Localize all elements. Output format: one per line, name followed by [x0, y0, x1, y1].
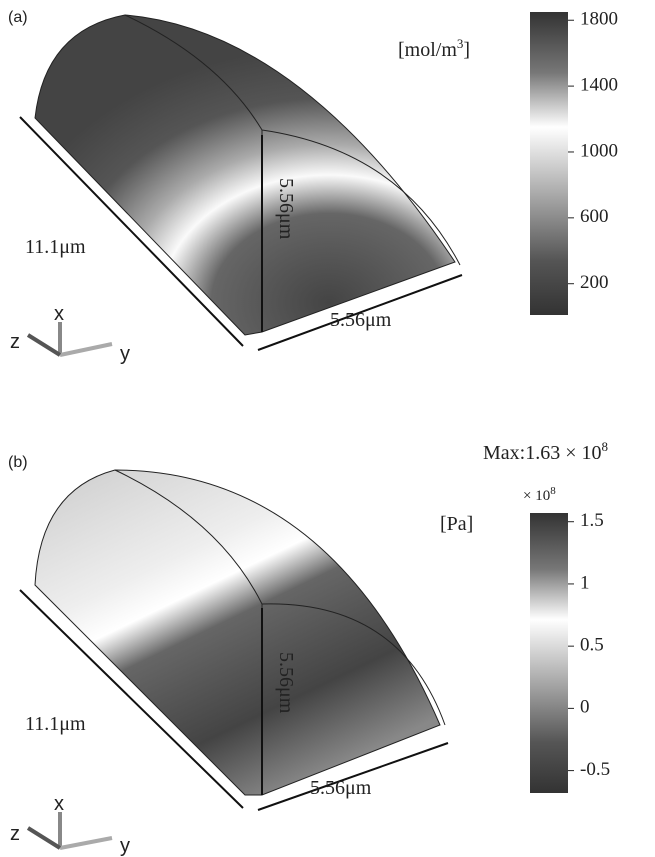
tick-label: 1400 — [580, 74, 618, 95]
axis-label: z — [10, 331, 20, 353]
axis-label: x — [54, 793, 64, 815]
dim-line — [19, 589, 244, 809]
tick-label: 1000 — [580, 140, 618, 161]
tick-label: 0.5 — [580, 635, 604, 656]
width-label: 5.56μm — [310, 777, 372, 799]
edges — [124, 14, 461, 332]
length-label: 11.1μm — [25, 713, 86, 735]
axis-label: z — [10, 823, 20, 845]
tick-label: 1.5 — [580, 510, 604, 531]
unit-label: [Pa] — [440, 513, 473, 535]
tick-label: 200 — [580, 272, 609, 293]
dim-line — [19, 116, 244, 347]
axis-label: x — [54, 303, 64, 325]
edges — [114, 469, 446, 795]
tick-label: 1 — [580, 572, 590, 593]
panel-label: (b) — [8, 454, 28, 471]
panel: (a) 11.1μm 5.56μm 5.56μm x y z [mol/m3] — [8, 9, 568, 365]
axis-label: y — [120, 835, 130, 857]
panel: (b) Max:1.63 × 108 × 108 11.1μm 5.56μm 5… — [8, 439, 608, 857]
multiplier: × 108 — [523, 485, 556, 504]
tick-label: 600 — [580, 206, 609, 227]
unit-label: [mol/m3] — [398, 36, 470, 61]
colorbar — [530, 12, 568, 315]
tick-label: -0.5 — [580, 759, 610, 780]
max-label: Max:1.63 × 108 — [483, 439, 608, 464]
panel-label: (a) — [8, 9, 28, 26]
axis-triad — [26, 322, 113, 357]
body — [34, 14, 456, 336]
dim-line — [257, 742, 449, 811]
body — [34, 469, 441, 796]
height-label: 5.56μm — [275, 652, 297, 714]
colorbar — [530, 513, 568, 793]
dim-line — [257, 274, 463, 351]
tick-label: 0 — [580, 697, 590, 718]
axis-triad — [26, 812, 113, 850]
height-label: 5.56μm — [275, 178, 297, 240]
width-label: 5.56μm — [330, 309, 392, 331]
axis-label: y — [120, 343, 130, 365]
length-label: 11.1μm — [25, 236, 86, 258]
tick-label: 1800 — [580, 9, 618, 30]
